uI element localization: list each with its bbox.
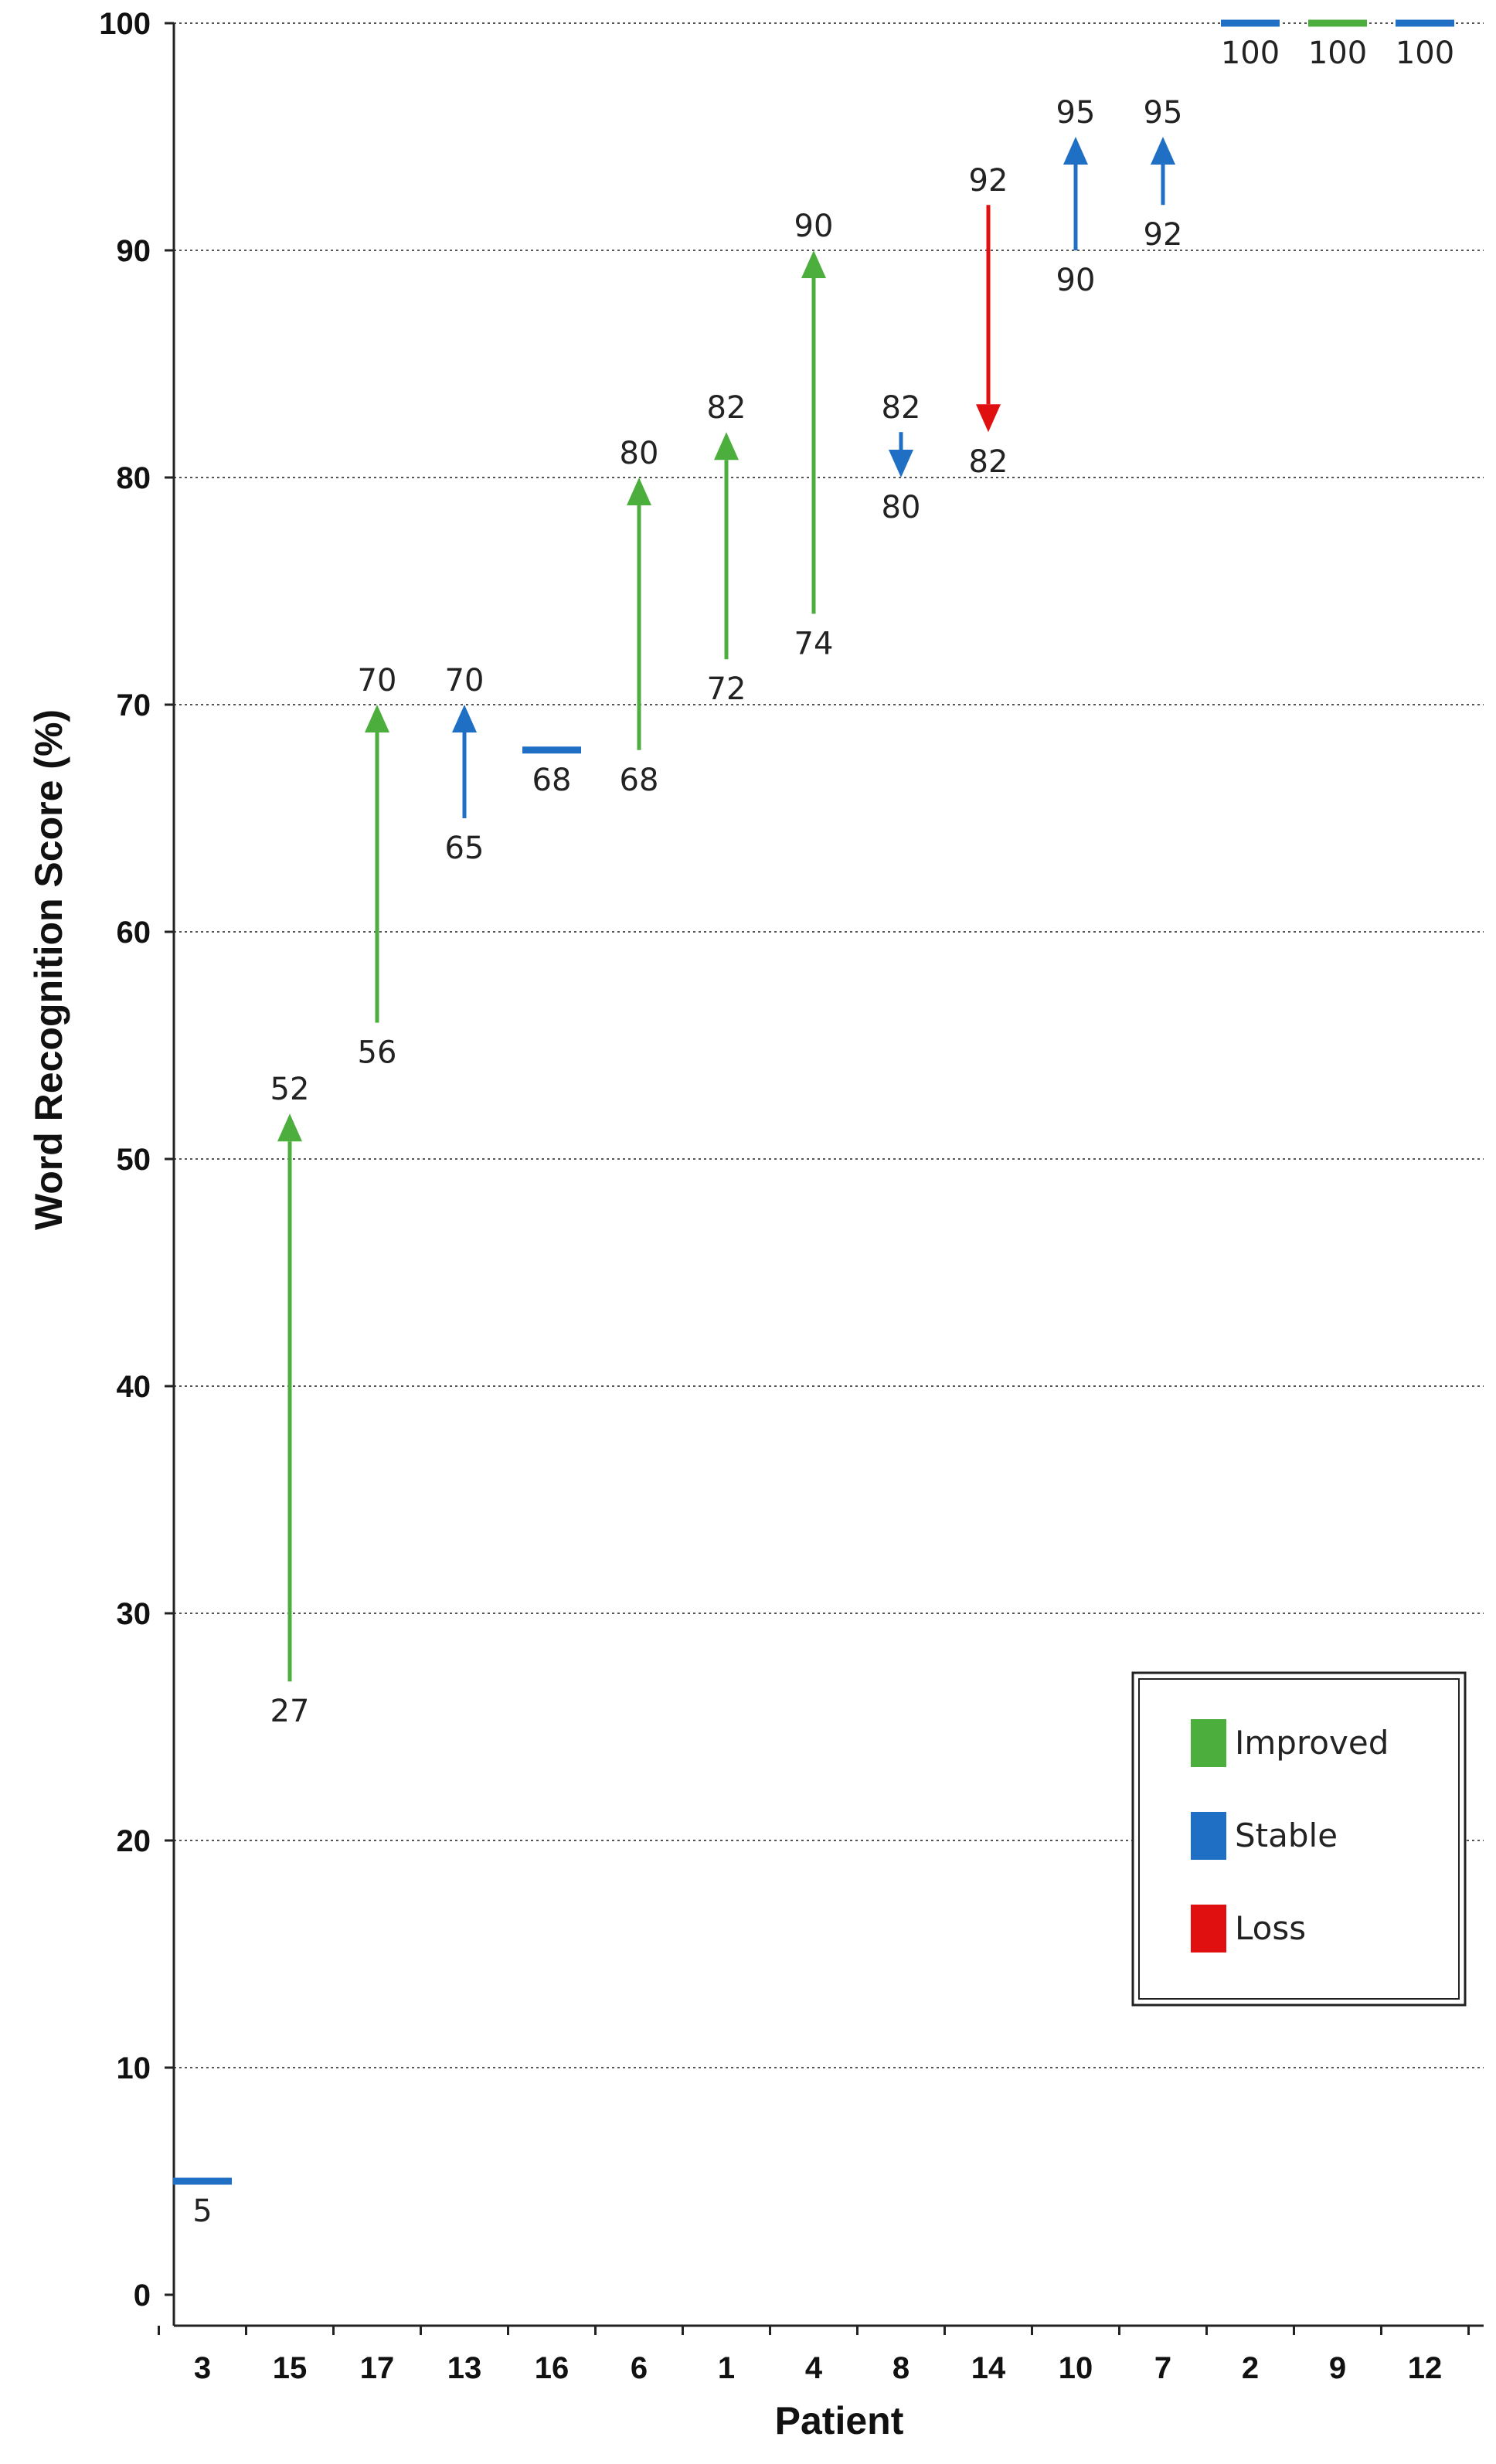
data-label: 100 <box>1308 36 1367 71</box>
data-label: 95 <box>1056 95 1096 131</box>
x-tick-label: 15 <box>273 2351 308 2385</box>
legend-label: Loss <box>1235 1909 1306 1947</box>
x-tick-label: 6 <box>631 2351 648 2385</box>
x-tick-label: 9 <box>1329 2351 1346 2385</box>
data-label: 72 <box>707 671 746 707</box>
data-label: 56 <box>358 1035 397 1071</box>
arrow-head <box>277 1113 302 1142</box>
arrow-head <box>627 478 651 505</box>
data-label: 90 <box>794 209 834 244</box>
data-label: 52 <box>270 1072 310 1107</box>
x-tick-label: 4 <box>805 2351 823 2385</box>
data-label: 80 <box>620 436 659 471</box>
data-label: 95 <box>1144 95 1183 131</box>
gridlines <box>174 22 1484 2068</box>
data-label: 68 <box>620 763 659 798</box>
arrow-head <box>452 705 477 732</box>
y-tick-label: 60 <box>117 916 151 950</box>
y-tick-label: 0 <box>134 2279 151 2313</box>
y-tick-label: 70 <box>117 688 151 722</box>
y-tick-label: 10 <box>117 2051 151 2085</box>
data-label: 92 <box>969 163 1008 199</box>
x-tick-label: 3 <box>194 2351 211 2385</box>
data-label: 70 <box>445 663 484 698</box>
x-tick-label: 16 <box>535 2351 570 2385</box>
arrow-head <box>976 404 1001 433</box>
legend-swatch <box>1191 1719 1226 1767</box>
data-label: 70 <box>358 663 397 698</box>
x-tick-label: 10 <box>1059 2351 1093 2385</box>
x-tick-label: 13 <box>447 2351 482 2385</box>
x-tick-label: 14 <box>971 2351 1006 2385</box>
legend-frame-outer <box>1131 1671 1467 2007</box>
data-label: 80 <box>882 490 921 525</box>
data-label: 82 <box>707 390 746 426</box>
data-label: 82 <box>882 390 921 426</box>
legend: Improved Stable Loss <box>1131 1671 1467 2007</box>
y-tick-label: 80 <box>117 461 151 495</box>
data-label: 65 <box>445 831 484 866</box>
x-tick-label: 17 <box>360 2351 395 2385</box>
data-label: 82 <box>969 444 1008 480</box>
arrow-head <box>1063 137 1088 165</box>
legend-label: Stable <box>1235 1817 1338 1854</box>
arrow-head <box>714 432 739 461</box>
y-tick-labels: 0 10 20 30 40 50 60 70 80 90 100 <box>99 7 151 2313</box>
arrow-head <box>889 450 913 478</box>
legend-label: Improved <box>1235 1724 1389 1762</box>
x-axis-label: Patient <box>775 2399 904 2442</box>
x-tick-label: 1 <box>718 2351 735 2385</box>
arrow-head <box>801 250 826 278</box>
y-axis-label: Word Recognition Score (%) <box>27 709 70 1230</box>
x-tick-labels: 3 15 17 13 16 6 1 4 8 14 10 7 2 9 12 <box>194 2351 1442 2385</box>
data-label: 92 <box>1144 217 1183 253</box>
y-tick-label: 50 <box>117 1143 151 1177</box>
y-tick-label: 100 <box>99 7 151 41</box>
data-marks <box>173 19 1454 2185</box>
arrow-head <box>365 705 389 732</box>
arrow-head <box>1151 137 1175 165</box>
data-label: 5 <box>192 2194 212 2229</box>
y-tick-label: 90 <box>117 234 151 268</box>
data-label: 68 <box>532 763 572 798</box>
data-label: 100 <box>1221 36 1280 71</box>
legend-frame-inner <box>1138 1678 1460 2000</box>
data-label: 100 <box>1396 36 1454 71</box>
data-label: 27 <box>270 1694 310 1729</box>
y-tick-label: 40 <box>117 1370 151 1404</box>
axes <box>158 22 1484 2335</box>
x-tick-label: 8 <box>892 2351 910 2385</box>
data-label: 90 <box>1056 263 1096 298</box>
data-labels: 5 52 27 70 56 70 65 68 80 68 82 72 90 74 82 80 92 82 95 90 9… <box>192 36 1454 2229</box>
legend-swatch <box>1191 1812 1226 1860</box>
y-tick-label: 30 <box>117 1597 151 1631</box>
x-tick-label: 7 <box>1154 2351 1171 2385</box>
x-tick-label: 2 <box>1242 2351 1259 2385</box>
x-tick-label: 12 <box>1408 2351 1443 2385</box>
legend-swatch <box>1191 1905 1226 1953</box>
data-label: 74 <box>794 626 834 661</box>
y-tick-label: 20 <box>117 1824 151 1858</box>
